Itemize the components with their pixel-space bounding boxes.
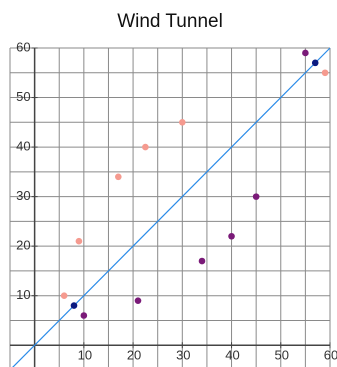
y-tick-label: 10 [16, 287, 30, 302]
data-point [115, 173, 122, 181]
data-point [179, 119, 186, 126]
data-point [142, 143, 149, 151]
data-point [198, 257, 206, 265]
data-point [228, 232, 235, 240]
y-tick-label: 40 [16, 139, 30, 154]
x-tick-label: 20 [127, 348, 141, 363]
data-point [60, 292, 68, 299]
y-tick-label: 30 [16, 188, 30, 203]
data-point [134, 297, 142, 304]
x-tick-label: 40 [225, 348, 239, 363]
y-tick-label: 60 [16, 39, 30, 54]
reference-line [12, 47, 331, 367]
data-point [80, 312, 88, 319]
data-point [302, 49, 309, 57]
x-tick-label: 30 [176, 348, 190, 363]
y-tick-label: 50 [16, 89, 30, 104]
x-tick-label: 50 [275, 348, 289, 363]
data-point [75, 237, 83, 245]
data-point [321, 69, 329, 77]
data-point [70, 302, 78, 309]
y-tick-label: 20 [16, 238, 30, 253]
chart-title: Wind Tunnel [117, 11, 223, 32]
data-point [311, 59, 319, 67]
data-point [252, 193, 260, 200]
x-tick-label: 10 [78, 348, 92, 363]
x-tick-label: 60 [324, 348, 337, 363]
